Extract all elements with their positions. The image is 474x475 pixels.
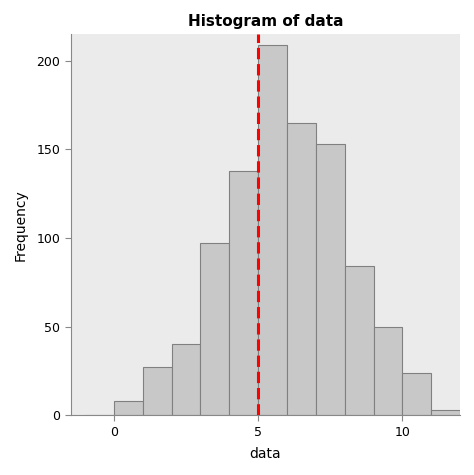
Bar bbox=[287, 123, 316, 415]
Y-axis label: Frequency: Frequency bbox=[14, 189, 28, 261]
Bar bbox=[316, 144, 345, 415]
Bar bbox=[402, 373, 431, 415]
Bar bbox=[201, 243, 229, 415]
Bar bbox=[345, 266, 374, 415]
X-axis label: data: data bbox=[249, 447, 281, 461]
Bar bbox=[143, 368, 172, 415]
Bar bbox=[431, 410, 460, 415]
Bar bbox=[172, 344, 201, 415]
Bar bbox=[114, 401, 143, 415]
Bar bbox=[229, 171, 258, 415]
Bar bbox=[258, 45, 287, 415]
Bar bbox=[374, 327, 402, 415]
Title: Histogram of data: Histogram of data bbox=[188, 14, 343, 29]
